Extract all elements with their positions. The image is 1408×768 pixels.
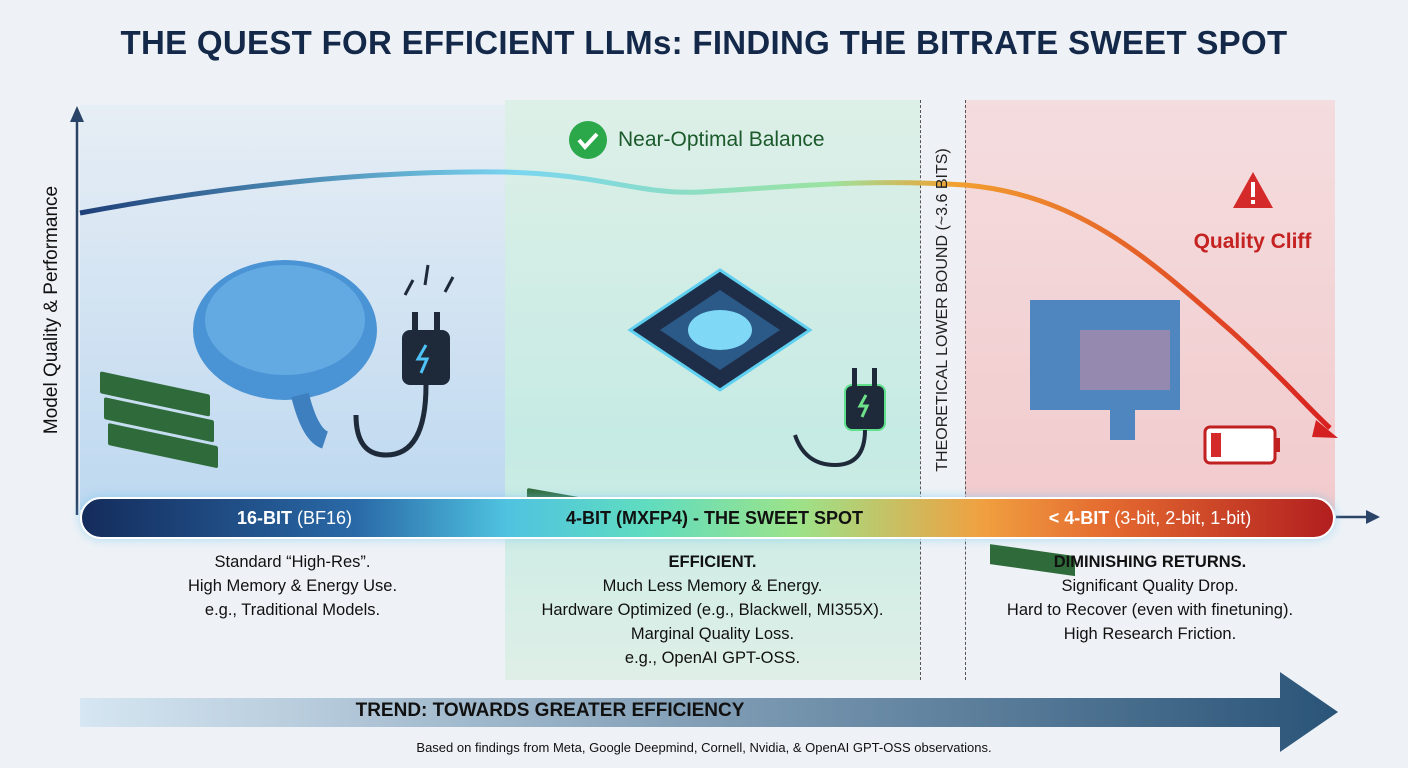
segment-16bit: 16-BIT (BF16) xyxy=(82,499,507,537)
theoretical-bound-label: THEORETICAL LOWER BOUND (~3.6 BITS) xyxy=(934,148,951,472)
desc-line: High Research Friction. xyxy=(1063,625,1237,643)
low-battery-icon xyxy=(1203,425,1280,465)
segment-16bit-rest: (BF16) xyxy=(292,508,353,528)
desc-line: e.g., Traditional Models. xyxy=(204,601,381,619)
y-axis-label: Model Quality & Performance xyxy=(41,185,62,435)
bound-line-right xyxy=(965,100,966,680)
sweet-spot-badge: Near-Optimal Balance xyxy=(568,120,825,160)
segment-16bit-bold: 16-BIT xyxy=(236,508,292,528)
desc-line: Standard “High-Res”. xyxy=(214,553,371,571)
segment-sub4bit-rest: (3-bit, 2-bit, 1-bit) xyxy=(1109,508,1252,528)
desc-line: Significant Quality Drop. xyxy=(1061,577,1239,595)
footnote: Based on findings from Meta, Google Deep… xyxy=(416,740,992,755)
ram-small-icon xyxy=(990,544,1075,577)
desc-heading: DIMINISHING RETURNS. xyxy=(1053,553,1247,571)
sweet-spot-label: Near-Optimal Balance xyxy=(618,128,825,151)
desc-sub4bit: DIMINISHING RETURNS. Significant Quality… xyxy=(965,550,1335,646)
power-plug-green-icon xyxy=(793,368,886,468)
page-title: THE QUEST FOR EFFICIENT LLMs: FINDING TH… xyxy=(120,24,1288,61)
ai-chip-icon xyxy=(627,268,813,392)
y-axis-arrowhead xyxy=(70,106,84,122)
quality-curve xyxy=(79,169,1332,430)
segment-4bit-bold: 4-BIT (MXFP4) - THE SWEET SPOT xyxy=(565,508,863,528)
bound-line-left xyxy=(920,100,921,680)
pixelated-brain-icon xyxy=(1030,300,1180,440)
desc-line: Much Less Memory & Energy. xyxy=(602,577,823,595)
check-circle-icon xyxy=(569,121,607,159)
warning-icon xyxy=(1233,172,1273,208)
ram-stack-icon xyxy=(100,371,218,468)
curve-arrowhead xyxy=(1312,420,1338,438)
desc-heading: EFFICIENT. xyxy=(668,553,757,571)
desc-16bit: Standard “High-Res”. High Memory & Energ… xyxy=(80,550,505,622)
trend-label: TREND: TOWARDS GREATER EFFICIENCY xyxy=(355,700,745,721)
quality-cliff-label: Quality Cliff xyxy=(1193,230,1312,253)
desc-line: Hardware Optimized (e.g., Blackwell, MI3… xyxy=(541,601,884,619)
segment-sub4bit: < 4-BIT (3-bit, 2-bit, 1-bit) xyxy=(967,499,1333,537)
trend-arrow xyxy=(80,672,1338,752)
segment-4bit: 4-BIT (MXFP4) - THE SWEET SPOT xyxy=(507,499,922,537)
desc-line: High Memory & Energy Use. xyxy=(187,577,398,595)
bitrate-band: 16-BIT (BF16) 4-BIT (MXFP4) - THE SWEET … xyxy=(80,497,1335,539)
brain-icon xyxy=(193,260,377,449)
segment-sub4bit-bold: < 4-BIT xyxy=(1048,508,1110,528)
power-plug-icon xyxy=(353,264,455,458)
desc-line: e.g., OpenAI GPT-OSS. xyxy=(624,649,801,667)
desc-line: Hard to Recover (even with finetuning). xyxy=(1006,601,1294,619)
desc-line: Marginal Quality Loss. xyxy=(630,625,795,643)
desc-4bit: EFFICIENT. Much Less Memory & Energy. Ha… xyxy=(505,550,920,670)
